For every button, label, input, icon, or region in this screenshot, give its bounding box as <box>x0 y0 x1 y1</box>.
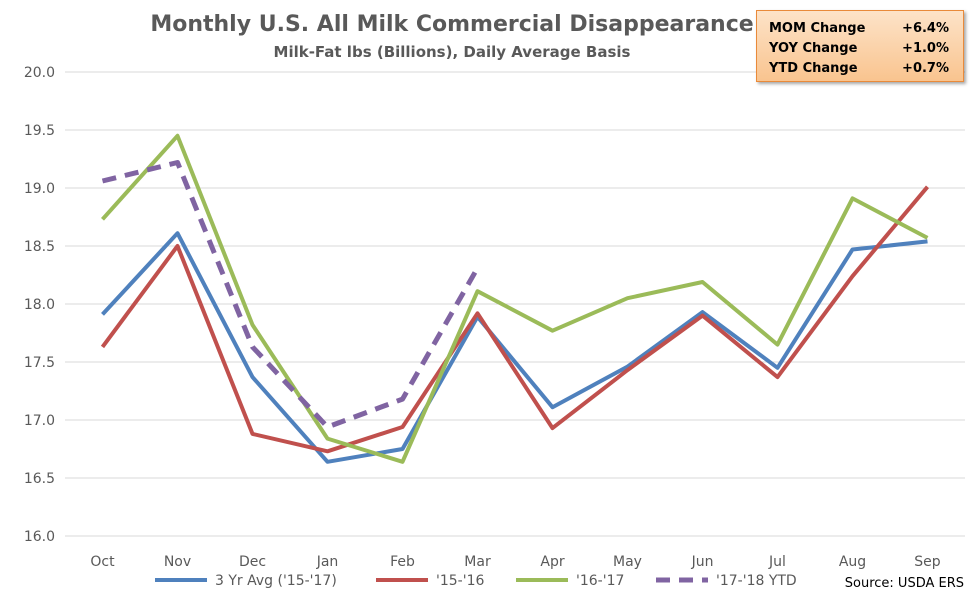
stat-value: +0.7% <box>902 61 949 76</box>
y-tick-label: 18.0 <box>24 297 55 313</box>
series-line <box>101 160 480 430</box>
series-line <box>101 133 929 464</box>
y-tick-label: 19.5 <box>24 123 55 139</box>
x-tick-label: Dec <box>239 554 266 570</box>
legend-label: '15-'16 <box>436 573 484 589</box>
y-tick-label: 19.0 <box>24 181 55 197</box>
x-tick-label: Feb <box>390 554 415 570</box>
chart-subtitle: Milk-Fat lbs (Billions), Daily Average B… <box>274 43 631 61</box>
series-lines <box>100 133 930 464</box>
stat-value: +6.4% <box>902 21 949 36</box>
y-tick-label: 16.5 <box>24 471 55 487</box>
y-axis-ticks: 16.0 16.5 17.0 17.5 18.0 18.5 19.0 19.5 20.0 <box>24 65 55 545</box>
change-stats-box: MOM Change +6.4% YOY Change +1.0% YTD Ch… <box>756 10 964 82</box>
chart-title: Monthly U.S. All Milk Commercial Disappe… <box>150 12 753 37</box>
stat-row-mom: MOM Change +6.4% <box>769 19 949 39</box>
x-tick-label: Jun <box>691 554 714 570</box>
stat-row-yoy: YOY Change +1.0% <box>769 39 949 59</box>
x-tick-label: Jul <box>768 554 786 570</box>
y-tick-label: 18.5 <box>24 239 55 255</box>
stat-row-ytd: YTD Change +0.7% <box>769 59 949 79</box>
x-tick-label: May <box>613 554 642 570</box>
legend-label: '16-'17 <box>576 573 624 589</box>
x-tick-label: Mar <box>464 554 491 570</box>
y-tick-label: 20.0 <box>24 65 55 81</box>
series-line <box>101 231 928 464</box>
series-line <box>100 185 930 454</box>
source-note: Source: USDA ERS <box>845 576 964 591</box>
y-tick-label: 16.0 <box>24 529 55 545</box>
y-tick-label: 17.0 <box>24 413 55 429</box>
stat-label: YTD Change <box>769 61 858 76</box>
legend: 3 Yr Avg ('15-'17) '15-'16 '16-'17 '17-'18 … <box>155 573 797 589</box>
x-tick-label: Apr <box>540 554 564 570</box>
x-tick-label: Sep <box>914 554 941 570</box>
stat-value: +1.0% <box>902 41 949 56</box>
stat-label: YOY Change <box>769 41 858 56</box>
x-tick-label: Jan <box>316 554 339 570</box>
x-tick-label: Oct <box>90 554 115 570</box>
legend-label: '17-'18 YTD <box>716 573 797 589</box>
x-axis-ticks: Oct Nov Dec Jan Feb Mar Apr May Jun Jul Aug Sep <box>90 554 940 570</box>
x-tick-label: Aug <box>839 554 866 570</box>
x-tick-label: Nov <box>164 554 191 570</box>
stat-label: MOM Change <box>769 21 866 36</box>
y-tick-label: 17.5 <box>24 355 55 371</box>
legend-label: 3 Yr Avg ('15-'17) <box>215 573 337 589</box>
